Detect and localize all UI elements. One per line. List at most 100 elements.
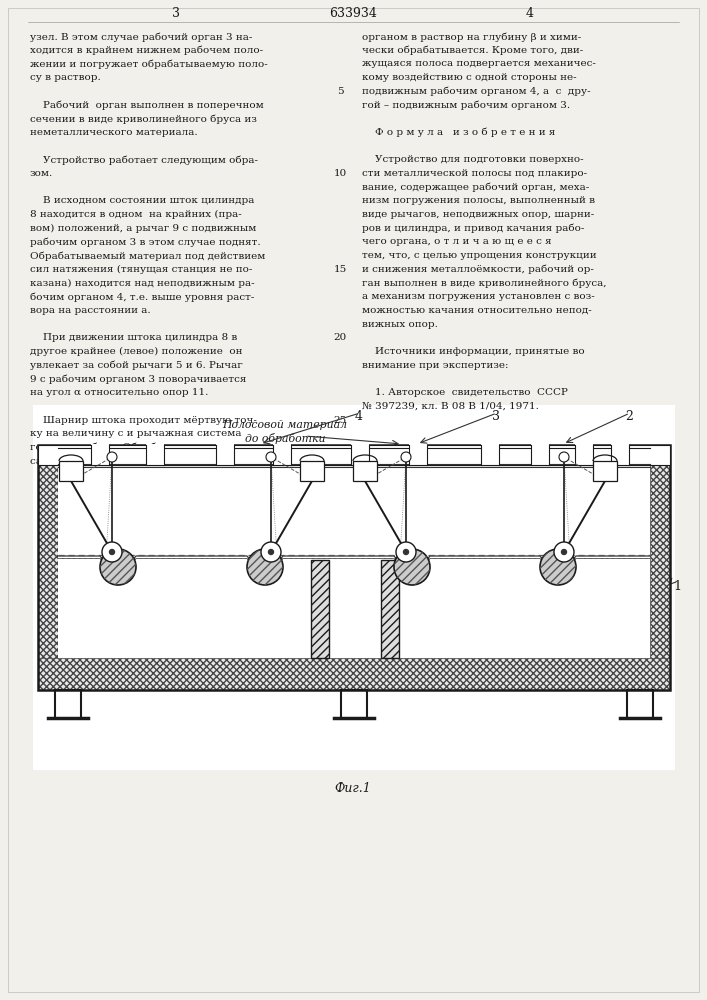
Bar <box>481 444 499 466</box>
Text: Рабочий  орган выполнен в поперечном: Рабочий орган выполнен в поперечном <box>30 101 264 110</box>
Text: Уровень раствора: Уровень раствора <box>55 535 162 545</box>
Text: а механизм погружения установлен с воз-: а механизм погружения установлен с воз- <box>362 292 595 301</box>
Text: су в раствор.: су в раствор. <box>30 73 101 82</box>
Text: Ф о р м у л а   и з о б р е т е н и я: Ф о р м у л а и з о б р е т е н и я <box>362 128 556 137</box>
Text: кому воздействию с одной стороны не-: кому воздействию с одной стороны не- <box>362 73 577 82</box>
Text: са погружается подвижным 3 рабочим: са погружается подвижным 3 рабочим <box>30 457 245 466</box>
Bar <box>611 444 629 466</box>
Bar <box>593 461 617 481</box>
Circle shape <box>404 550 409 554</box>
Bar <box>146 444 164 466</box>
Bar <box>273 444 291 466</box>
Text: вора на расстоянии a.: вора на расстоянии a. <box>30 306 151 315</box>
Bar <box>58 465 650 658</box>
Text: подвижным рабочим органом 4, а  с  дру-: подвижным рабочим органом 4, а с дру- <box>362 87 590 96</box>
Bar <box>91 444 109 466</box>
Text: чего органа, о т л и ч а ю щ е е с я: чего органа, о т л и ч а ю щ е е с я <box>362 237 551 246</box>
Text: 633934: 633934 <box>329 7 377 20</box>
Text: Устройство для подготовки поверхно-: Устройство для подготовки поверхно- <box>362 155 583 164</box>
Bar <box>300 461 324 481</box>
Text: c: c <box>146 560 151 569</box>
Text: Шарнир штока проходит мёртвую точ-: Шарнир штока проходит мёртвую точ- <box>30 416 257 425</box>
Circle shape <box>554 542 574 562</box>
Text: ган выполнен в виде криволинейного бруса,: ган выполнен в виде криволинейного бруса… <box>362 279 607 288</box>
Bar <box>381 560 399 658</box>
Text: 3: 3 <box>172 7 180 20</box>
Text: 1. Авторское  свидетельство  СССР: 1. Авторское свидетельство СССР <box>362 388 568 397</box>
Text: сечении в виде криволинейного бруса из: сечении в виде криволинейного бруса из <box>30 114 257 124</box>
Bar <box>38 445 670 690</box>
Bar <box>650 465 670 690</box>
Bar <box>575 444 593 466</box>
Text: узел. В этом случае рабочий орган 3 на-: узел. В этом случае рабочий орган 3 на- <box>30 32 252 41</box>
Circle shape <box>561 550 566 554</box>
Text: и снижения металлоёмкости, рабочий ор-: и снижения металлоёмкости, рабочий ор- <box>362 265 594 274</box>
Text: сил натяжения (тянущая станция не по-: сил натяжения (тянущая станция не по- <box>30 265 252 274</box>
Circle shape <box>107 452 117 462</box>
Text: a: a <box>146 541 152 550</box>
Text: до обработки: до обработки <box>245 433 325 444</box>
Text: казана) находится над неподвижным ра-: казана) находится над неподвижным ра- <box>30 279 255 288</box>
Circle shape <box>394 549 430 585</box>
Text: 4: 4 <box>355 410 363 423</box>
Bar <box>353 461 377 481</box>
Text: Устройство работает следующим обра-: Устройство работает следующим обра- <box>30 155 258 165</box>
Text: тем, что, с целью упрощения конструкции: тем, что, с целью упрощения конструкции <box>362 251 597 260</box>
Text: 2: 2 <box>625 410 633 423</box>
Circle shape <box>247 549 283 585</box>
Text: на угол α относительно опор 11.: на угол α относительно опор 11. <box>30 388 209 397</box>
Text: неметаллического материала.: неметаллического материала. <box>30 128 198 137</box>
Text: жении и погружает обрабатываемую поло-: жении и погружает обрабатываемую поло- <box>30 59 268 69</box>
Circle shape <box>100 549 136 585</box>
Circle shape <box>266 452 276 462</box>
Circle shape <box>396 542 416 562</box>
Text: ров и цилиндра, и привод качания рабо-: ров и цилиндра, и привод качания рабо- <box>362 224 585 233</box>
Text: 3: 3 <box>492 410 500 423</box>
Text: рабочим органом 3 в этом случае поднят.: рабочим органом 3 в этом случае поднят. <box>30 237 261 247</box>
Bar <box>33 405 675 770</box>
Circle shape <box>261 542 281 562</box>
Bar <box>311 560 329 658</box>
Text: 1: 1 <box>673 580 681 593</box>
Text: 9 с рабочим органом 3 поворачивается: 9 с рабочим органом 3 поворачивается <box>30 374 246 384</box>
Text: 20: 20 <box>334 333 346 342</box>
Bar <box>531 444 549 466</box>
Bar <box>216 444 234 466</box>
Text: 5: 5 <box>337 87 344 96</box>
Circle shape <box>559 452 569 462</box>
Text: 15: 15 <box>334 265 346 274</box>
Text: ку на величину c и рычажная система: ку на величину c и рычажная система <box>30 429 242 438</box>
Text: При движении штока цилиндра 8 в: При движении штока цилиндра 8 в <box>30 333 238 342</box>
Text: можностью качания относительно непод-: можностью качания относительно непод- <box>362 306 592 315</box>
Text: бочим органом 4, т.е. выше уровня раст-: бочим органом 4, т.е. выше уровня раст- <box>30 292 255 302</box>
Circle shape <box>110 550 115 554</box>
Text: сти металлической полосы под плакиро-: сти металлической полосы под плакиро- <box>362 169 587 178</box>
Text: В исходном состоянии шток цилиндра: В исходном состоянии шток цилиндра <box>30 196 255 205</box>
Bar <box>38 445 670 465</box>
Text: 4: 4 <box>526 7 534 20</box>
Bar <box>59 461 83 481</box>
Text: жущаяся полоса подвергается механичес-: жущаяся полоса подвергается механичес- <box>362 59 596 68</box>
Circle shape <box>401 452 411 462</box>
Text: вижных опор.: вижных опор. <box>362 320 438 329</box>
Text: другое крайнее (левое) положение  он: другое крайнее (левое) положение он <box>30 347 243 356</box>
Text: гой – подвижным рабочим органом 3.: гой – подвижным рабочим органом 3. <box>362 101 570 110</box>
Text: ходится в крайнем нижнем рабочем поло-: ходится в крайнем нижнем рабочем поло- <box>30 46 263 55</box>
Text: 8 находится в одном  на крайних (пра-: 8 находится в одном на крайних (пра- <box>30 210 242 219</box>
Text: низм погружения полосы, выполненный в: низм погружения полосы, выполненный в <box>362 196 595 205</box>
Text: 25: 25 <box>334 416 346 425</box>
Text: чески обрабатывается. Кроме того, дви-: чески обрабатывается. Кроме того, дви- <box>362 46 583 55</box>
Bar <box>351 444 369 466</box>
Circle shape <box>102 542 122 562</box>
Text: Источники информации, принятые во: Источники информации, принятые во <box>362 347 585 356</box>
Text: готова к работе. Обрабатываемая поло-: готова к работе. Обрабатываемая поло- <box>30 443 248 452</box>
Text: 10: 10 <box>334 169 346 178</box>
Text: Фиг.1: Фиг.1 <box>334 782 371 795</box>
Text: Полосовой материал: Полосовой материал <box>223 420 348 430</box>
Circle shape <box>269 550 274 554</box>
Text: внимание при экспертизе:: внимание при экспертизе: <box>362 361 508 370</box>
Text: вание, содержащее рабочий орган, меха-: вание, содержащее рабочий орган, меха- <box>362 183 589 192</box>
Text: вом) положений, а рычаг 9 с подвижным: вом) положений, а рычаг 9 с подвижным <box>30 224 257 233</box>
Text: № 397239, кл. В 08 В 1/04, 1971.: № 397239, кл. В 08 В 1/04, 1971. <box>362 402 539 411</box>
Circle shape <box>540 549 576 585</box>
